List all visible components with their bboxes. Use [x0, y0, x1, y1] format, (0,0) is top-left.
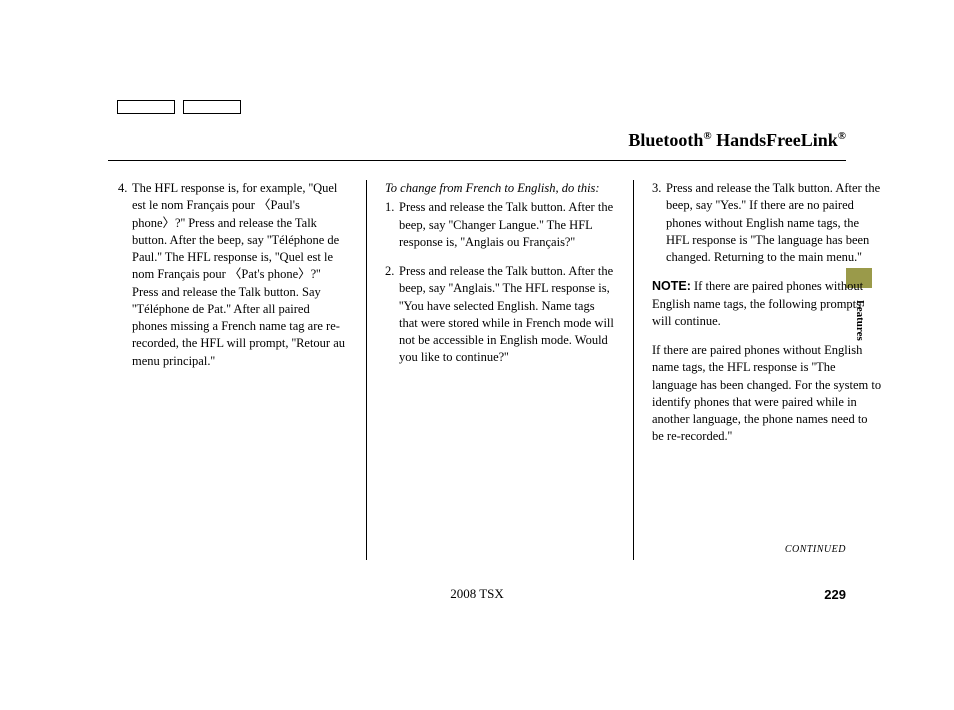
list-number: 4.: [118, 180, 132, 370]
header-rule: [108, 160, 846, 161]
page-number: 229: [824, 587, 846, 602]
page-title: Bluetooth® HandsFreeLink®: [628, 130, 846, 151]
content-columns: 4. The HFL response is, for example, ''Q…: [118, 180, 882, 560]
footer-center: 2008 TSX: [450, 586, 504, 602]
registered-mark-2: ®: [838, 130, 846, 142]
list-text: Press and release the Talk button. After…: [666, 180, 882, 266]
lead-text: To change from French to English, do thi…: [385, 180, 615, 197]
column-1: 4. The HFL response is, for example, ''Q…: [118, 180, 348, 560]
paragraph: If there are paired phones without Engli…: [652, 342, 882, 446]
list-text: The HFL response is, for example, ''Quel…: [132, 180, 348, 370]
list-text: Press and release the Talk button. After…: [399, 199, 615, 251]
registered-mark-1: ®: [703, 130, 711, 142]
title-part-1: Bluetooth: [628, 130, 703, 150]
list-item-2: 2. Press and release the Talk button. Af…: [385, 263, 615, 367]
top-button-row: [117, 100, 241, 114]
list-number: 3.: [652, 180, 666, 266]
column-divider-1: [366, 180, 367, 560]
top-button-1[interactable]: [117, 100, 175, 114]
continued-label: CONTINUED: [785, 544, 846, 555]
list-item-3: 3. Press and release the Talk button. Af…: [652, 180, 882, 266]
list-number: 2.: [385, 263, 399, 367]
note-paragraph: NOTE: If there are paired phones without…: [652, 278, 882, 330]
column-3: 3. Press and release the Talk button. Af…: [652, 180, 882, 560]
list-item-4: 4. The HFL response is, for example, ''Q…: [118, 180, 348, 370]
page-container: Bluetooth® HandsFreeLink® Features 4. Th…: [0, 0, 954, 710]
list-number: 1.: [385, 199, 399, 251]
list-item-1: 1. Press and release the Talk button. Af…: [385, 199, 615, 251]
title-part-2: HandsFreeLink: [712, 130, 838, 150]
top-button-2[interactable]: [183, 100, 241, 114]
note-label: NOTE:: [652, 279, 691, 293]
list-text: Press and release the Talk button. After…: [399, 263, 615, 367]
column-2: To change from French to English, do thi…: [385, 180, 615, 560]
column-divider-2: [633, 180, 634, 560]
